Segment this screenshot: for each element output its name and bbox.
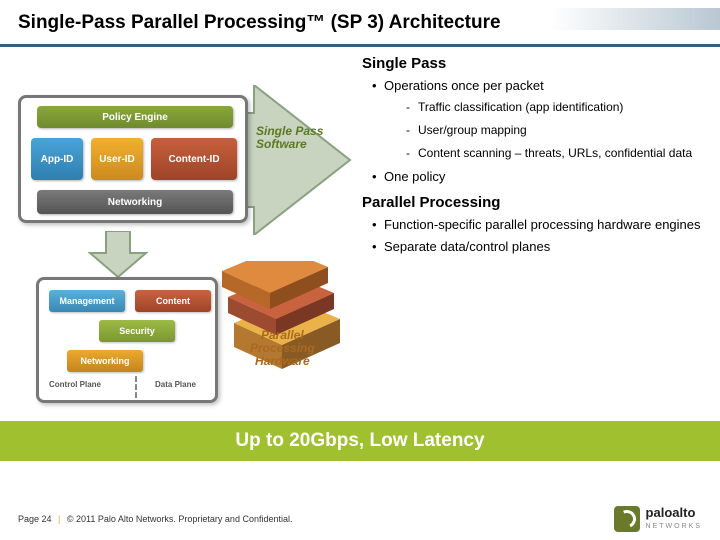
parallel-processing-hardware-label: ParallelProcessingHardware: [250, 329, 315, 369]
app-id-box: App-ID: [31, 138, 83, 180]
bullet-engines: Function-specific parallel processing ha…: [372, 217, 706, 233]
policy-engine-box: Policy Engine: [37, 106, 233, 128]
bullet-operations: Operations once per packet Traffic class…: [372, 78, 706, 161]
logo-icon: [614, 506, 640, 532]
callout-bar: Up to 20Gbps, Low Latency: [0, 421, 720, 461]
content-chip: Content: [135, 290, 211, 312]
plane-divider: [135, 376, 137, 398]
footer-left: Page 24 © 2011 Palo Alto Networks. Propr…: [18, 514, 292, 524]
software-panel: Policy Engine App-ID User-ID Content-ID …: [18, 95, 248, 223]
main-area: Policy Engine App-ID User-ID Content-ID …: [0, 47, 720, 417]
logo-sub: NETWORKS: [646, 523, 702, 530]
management-chip: Management: [49, 290, 125, 312]
networking-box: Networking: [37, 190, 233, 214]
bullet-one-policy: One policy: [372, 169, 706, 185]
networking-chip: Networking: [67, 350, 143, 372]
logo: paloalto NETWORKS: [614, 506, 702, 532]
sub-bullet: User/group mapping: [406, 123, 706, 138]
footer: Page 24 © 2011 Palo Alto Networks. Propr…: [18, 506, 702, 532]
sub-bullet: Content scanning – threats, URLs, confid…: [406, 146, 706, 161]
user-id-box: User-ID: [91, 138, 143, 180]
bullet-text: Operations once per packet: [384, 78, 544, 93]
logo-name: paloalto: [646, 505, 696, 520]
header: Single-Pass Parallel Processing™ (SP 3) …: [0, 0, 720, 47]
single-pass-heading: Single Pass: [362, 55, 706, 72]
control-plane-label: Control Plane: [49, 380, 101, 389]
page-number: Page 24: [18, 514, 64, 524]
parallel-heading: Parallel Processing: [362, 194, 706, 211]
sub-bullet: Traffic classification (app identificati…: [406, 100, 706, 115]
down-arrow: [88, 231, 148, 277]
hardware-panel: Management Content Security Networking C…: [36, 277, 218, 403]
callout-text: Up to 20Gbps, Low Latency: [235, 430, 484, 452]
bullet-planes: Separate data/control planes: [372, 239, 706, 255]
slide-title: Single-Pass Parallel Processing™ (SP 3) …: [0, 0, 720, 47]
copyright: © 2011 Palo Alto Networks. Proprietary a…: [67, 514, 293, 524]
content-id-box: Content-ID: [151, 138, 237, 180]
logo-text: paloalto NETWORKS: [646, 507, 702, 530]
diagram: Policy Engine App-ID User-ID Content-ID …: [14, 53, 354, 417]
security-chip: Security: [99, 320, 175, 342]
single-pass-software-label: Single PassSoftware: [256, 125, 323, 151]
text-column: Single Pass Operations once per packet T…: [354, 53, 706, 417]
data-plane-label: Data Plane: [155, 380, 196, 389]
